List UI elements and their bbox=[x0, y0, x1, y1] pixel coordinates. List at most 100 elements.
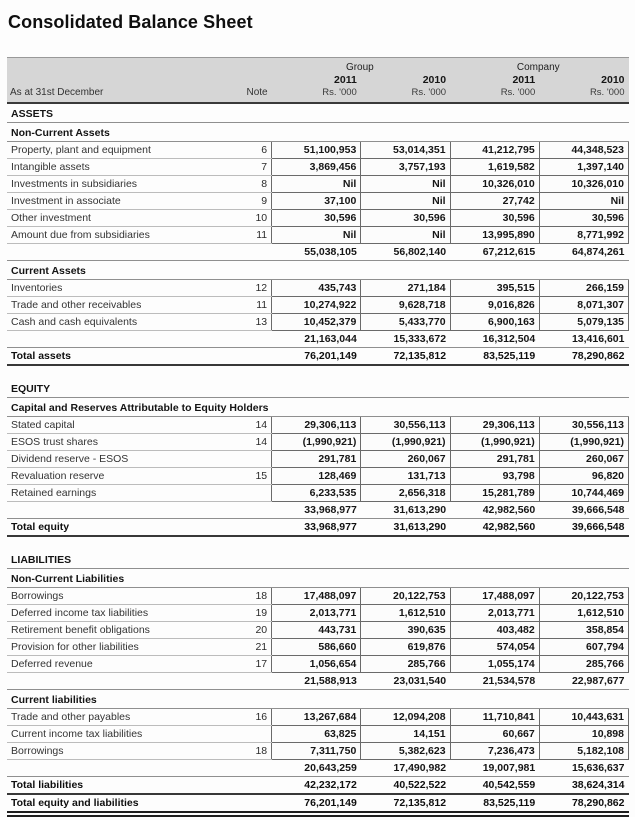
data-row: Borrowings 18 17,488,097 20,122,753 17,488,0… bbox=[7, 587, 630, 605]
value-cell: 128,469 bbox=[271, 467, 362, 485]
value-cell: 38,624,314 bbox=[539, 776, 629, 795]
value-cell: 619,876 bbox=[360, 638, 451, 656]
value-cell: 42,982,560 bbox=[450, 518, 540, 537]
value-cell: 14,151 bbox=[360, 725, 451, 743]
value-cell: 67,212,615 bbox=[450, 243, 540, 261]
value-cell: 17,488,097 bbox=[449, 587, 540, 605]
as-at-date-label: As at 31st December bbox=[7, 74, 226, 104]
value-cell: 5,182,108 bbox=[538, 742, 630, 760]
data-row: Retirement benefit obligations 20 443,731 3… bbox=[7, 621, 630, 639]
row-note: 9 bbox=[225, 192, 272, 210]
value-cell: 40,522,522 bbox=[360, 776, 451, 795]
row-label bbox=[7, 672, 226, 690]
data-row: Deferred income tax liabilities 19 2,013,7… bbox=[7, 604, 630, 622]
value-cell: 27,742 bbox=[449, 192, 540, 210]
value-cell: 30,596 bbox=[449, 209, 540, 227]
section-row: Current Assets bbox=[7, 260, 629, 280]
value-cell: 29,306,113 bbox=[449, 416, 540, 434]
value-cell: Nil bbox=[538, 192, 630, 210]
unit-label: Rs. '000 bbox=[411, 87, 447, 98]
year-label: 2010 bbox=[601, 74, 625, 86]
value-cell: 96,820 bbox=[538, 467, 630, 485]
value-cell: 76,201,149 bbox=[271, 347, 361, 366]
group-column-label: Group bbox=[271, 57, 451, 74]
value-cell: 41,212,795 bbox=[449, 141, 540, 159]
value-cell: 291,781 bbox=[271, 450, 362, 468]
row-label: Total equity bbox=[7, 518, 226, 537]
value-cell: 15,636,637 bbox=[539, 759, 629, 777]
value-cell: 1,056,654 bbox=[271, 655, 362, 673]
note-column-label: Note bbox=[225, 74, 272, 104]
row-note: 19 bbox=[225, 604, 272, 622]
value-cell: 78,290,862 bbox=[539, 347, 629, 366]
row-note: 20 bbox=[225, 621, 272, 639]
row-note bbox=[225, 725, 272, 743]
balance-sheet-table: Group Company As at 31st December Note 2… bbox=[7, 57, 630, 817]
value-cell: 33,968,977 bbox=[271, 501, 361, 519]
value-cell: 23,031,540 bbox=[360, 672, 451, 690]
group-company-band: Group Company bbox=[7, 57, 629, 74]
value-cell: 1,619,582 bbox=[449, 158, 540, 176]
row-label bbox=[7, 243, 226, 261]
row-note: 18 bbox=[225, 742, 272, 760]
value-cell: 6,233,535 bbox=[271, 484, 362, 502]
row-note: 15 bbox=[225, 467, 272, 485]
row-label bbox=[7, 759, 226, 777]
row-note: 16 bbox=[225, 708, 272, 726]
value-cell: 2,013,771 bbox=[271, 604, 362, 622]
value-cell: 10,326,010 bbox=[449, 175, 540, 193]
value-cell: 260,067 bbox=[360, 450, 451, 468]
company-column-label: Company bbox=[450, 57, 629, 74]
data-row: Trade and other payables 16 13,267,684 12,0… bbox=[7, 708, 630, 726]
row-label: Property, plant and equipment bbox=[7, 141, 226, 159]
value-cell: 44,348,523 bbox=[538, 141, 630, 159]
value-cell: 3,757,193 bbox=[360, 158, 451, 176]
value-cell: 15,281,789 bbox=[449, 484, 540, 502]
row-label: Deferred income tax liabilities bbox=[7, 604, 226, 622]
unit-label: Rs. '000 bbox=[500, 87, 536, 98]
section-heading: EQUITY bbox=[7, 379, 629, 398]
column-headers-row: As at 31st December Note 2011 Rs. '000 2… bbox=[7, 74, 629, 104]
value-cell: 285,766 bbox=[538, 655, 630, 673]
value-cell: 7,311,750 bbox=[271, 742, 362, 760]
value-cell: 83,525,119 bbox=[450, 793, 540, 817]
value-cell: 10,744,469 bbox=[538, 484, 630, 502]
unit-label: Rs. '000 bbox=[322, 87, 357, 98]
row-label: Retirement benefit obligations bbox=[7, 621, 226, 639]
data-row: Amount due from subsidiaries 11 Nil Nil 13,9… bbox=[7, 226, 630, 244]
section-heading: Capital and Reserves Attributable to Equ… bbox=[7, 397, 629, 417]
value-cell: 20,122,753 bbox=[360, 587, 451, 605]
value-cell: 76,201,149 bbox=[271, 793, 361, 817]
subtotal-row: 33,968,977 31,613,290 42,982,560 39,666,548 bbox=[7, 501, 629, 519]
value-cell: 51,100,953 bbox=[271, 141, 362, 159]
value-cell: 5,079,135 bbox=[538, 313, 630, 331]
row-note: 10 bbox=[225, 209, 272, 227]
row-label: Intangible assets bbox=[7, 158, 226, 176]
group-2010-header: 2010 Rs. '000 bbox=[360, 74, 451, 104]
data-row: Deferred revenue 17 1,056,654 285,766 1,055,… bbox=[7, 655, 630, 673]
value-cell: 9,016,826 bbox=[449, 296, 540, 314]
row-note bbox=[225, 776, 272, 795]
row-label: ESOS trust shares bbox=[7, 433, 226, 451]
subtotal-row: 21,163,044 15,333,672 16,312,504 13,416,601 bbox=[7, 330, 629, 348]
section-gap bbox=[7, 536, 629, 550]
value-cell: (1,990,921) bbox=[449, 433, 540, 451]
value-cell: 574,054 bbox=[449, 638, 540, 656]
row-label bbox=[7, 330, 226, 348]
value-cell: 10,274,922 bbox=[271, 296, 362, 314]
row-note: 14 bbox=[225, 416, 272, 434]
row-note bbox=[225, 484, 272, 502]
row-label: Investments in subsidiaries bbox=[7, 175, 226, 193]
subtotal-row: 20,643,259 17,490,982 19,007,981 15,636,637 bbox=[7, 759, 629, 777]
row-label: Dividend reserve - ESOS bbox=[7, 450, 226, 468]
value-cell: 271,184 bbox=[360, 279, 451, 297]
value-cell: 40,542,559 bbox=[450, 776, 540, 795]
year-label: 2011 bbox=[512, 74, 536, 86]
value-cell: 586,660 bbox=[271, 638, 362, 656]
table-header: Group Company As at 31st December Note 2… bbox=[7, 57, 629, 104]
value-cell: 1,397,140 bbox=[538, 158, 630, 176]
spacer-row bbox=[7, 365, 629, 379]
data-row: Inventories 12 435,743 271,184 395,515 266,15… bbox=[7, 279, 630, 297]
data-row: Provision for other liabilities 21 586,660… bbox=[7, 638, 630, 656]
row-note: 11 bbox=[225, 226, 272, 244]
